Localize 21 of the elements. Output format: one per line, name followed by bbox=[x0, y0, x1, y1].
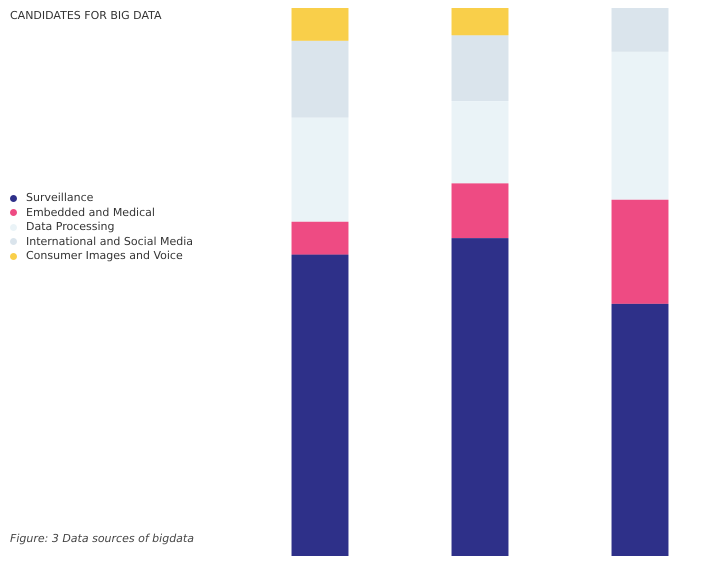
text: Figure: 3 Data sources of bigdata bbox=[10, 532, 194, 545]
bar bbox=[292, 222, 348, 255]
bar bbox=[612, 8, 668, 52]
legend-label: Embedded and Medical bbox=[26, 206, 155, 220]
bar bbox=[292, 254, 348, 556]
bar bbox=[452, 183, 508, 238]
bar bbox=[292, 118, 348, 222]
bar bbox=[452, 101, 508, 184]
bar bbox=[612, 52, 668, 200]
text: CANDIDATES FOR BIG DATA bbox=[10, 9, 162, 22]
bar bbox=[452, 238, 508, 556]
legend-label: Consumer Images and Voice bbox=[26, 249, 183, 264]
bar bbox=[612, 200, 668, 304]
legend-label: Surveillance bbox=[26, 191, 94, 206]
legend-label: Data Processing bbox=[26, 220, 114, 234]
bar bbox=[292, 40, 348, 118]
bar bbox=[612, 304, 668, 556]
bar bbox=[452, 8, 508, 36]
bar bbox=[452, 35, 508, 102]
bar bbox=[292, 8, 348, 41]
legend-label: International and Social Media bbox=[26, 234, 194, 249]
